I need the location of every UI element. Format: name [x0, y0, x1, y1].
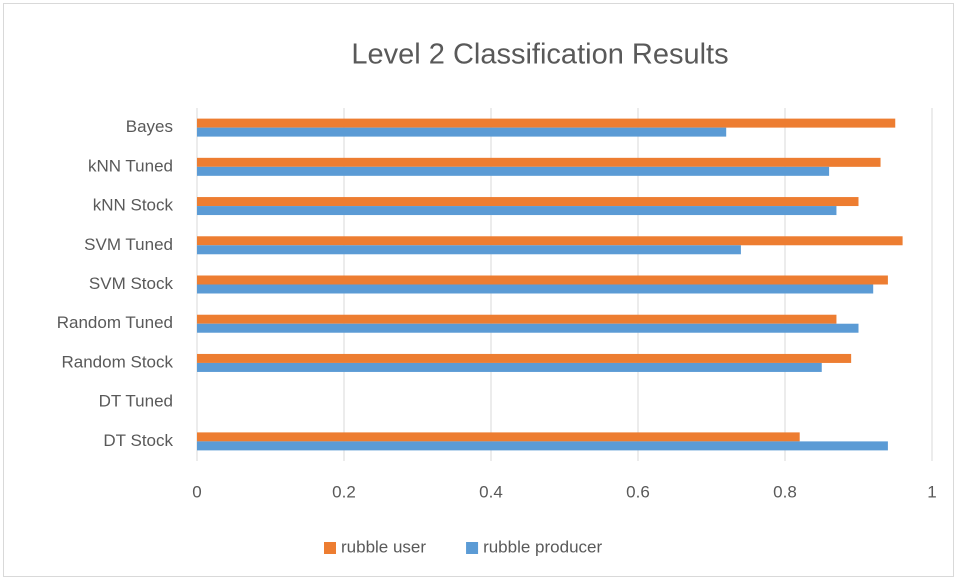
- x-tick-label: 0.4: [479, 482, 503, 501]
- bar: [197, 323, 859, 333]
- x-tick-label: 1: [927, 482, 936, 501]
- bar: [197, 118, 896, 128]
- x-tick-label: 0.6: [626, 482, 650, 501]
- y-tick-label: Random Tuned: [57, 313, 173, 332]
- bar: [197, 236, 903, 246]
- x-tick-label: 0: [192, 482, 201, 501]
- y-tick-label: SVM Tuned: [84, 235, 173, 254]
- chart-title: Level 2 Classification Results: [351, 39, 728, 71]
- bar: [197, 353, 852, 363]
- bar: [197, 197, 859, 207]
- bar: [197, 362, 822, 372]
- bar: [197, 275, 888, 285]
- bar: [197, 166, 830, 176]
- bar: [197, 206, 837, 216]
- x-tick-label: 0.8: [773, 482, 797, 501]
- y-tick-label: DT Stock: [103, 431, 173, 450]
- y-tick-label: kNN Tuned: [88, 156, 173, 175]
- legend-swatch: [466, 542, 479, 554]
- bar: [197, 157, 881, 167]
- y-tick-label: Bayes: [126, 117, 173, 136]
- legend-label: rubble producer: [483, 537, 602, 556]
- legend-swatch: [324, 542, 336, 554]
- y-tick-label: SVM Stock: [89, 274, 174, 293]
- bar: [197, 314, 837, 324]
- bar: [197, 441, 888, 451]
- y-tick-label: DT Tuned: [99, 392, 173, 411]
- y-tick-label: Random Stock: [62, 352, 174, 371]
- bar: [197, 284, 874, 294]
- bar: [197, 127, 727, 137]
- y-tick-label: kNN Stock: [93, 196, 174, 215]
- x-tick-label: 0.2: [332, 482, 356, 501]
- legend-label: rubble user: [341, 537, 426, 556]
- bar: [197, 245, 741, 255]
- bar: [197, 432, 800, 442]
